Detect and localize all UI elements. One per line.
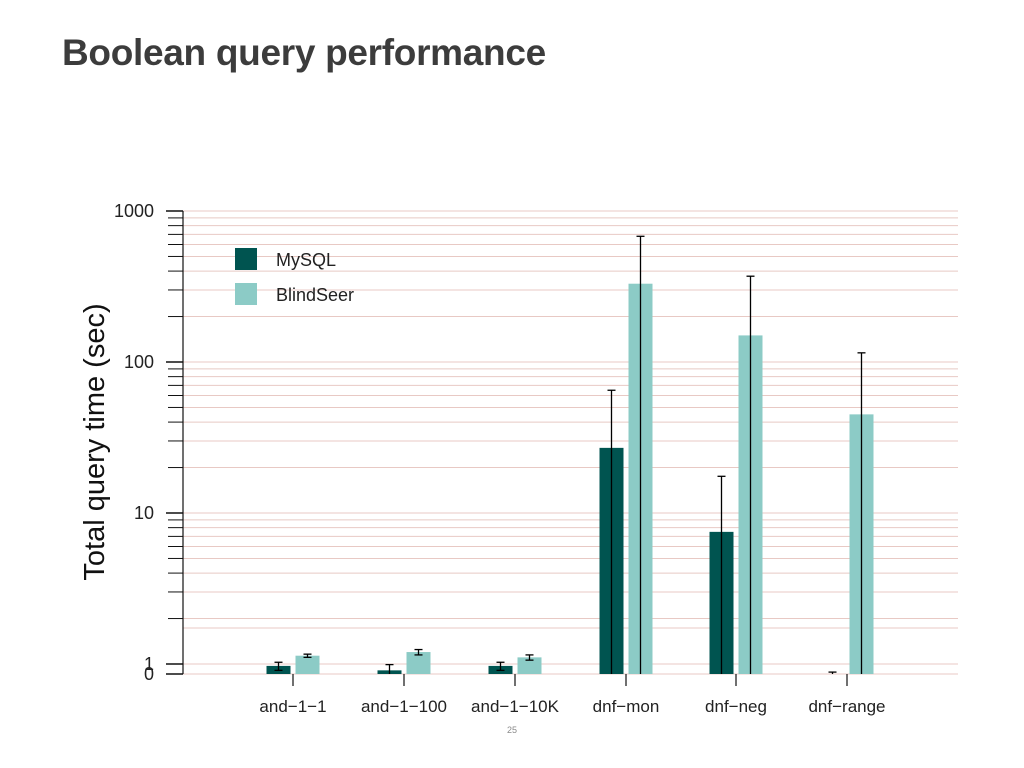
legend-swatch-mysql bbox=[235, 248, 257, 270]
y-axis: 01 10 100 1000 bbox=[114, 201, 184, 684]
y-tick-label: 10 bbox=[134, 503, 154, 523]
grid-lines bbox=[183, 210, 958, 675]
x-axis: and−1−1 and−1−100 and−1−10K dnf−mon dnf−neg d… bbox=[259, 674, 886, 716]
legend: MySQL BlindSeer bbox=[235, 248, 354, 305]
page-number: 25 bbox=[506, 725, 517, 735]
legend-swatch-blindseer bbox=[235, 283, 257, 305]
y-tick-label: 1000 bbox=[114, 201, 154, 221]
legend-label-blindseer: BlindSeer bbox=[276, 285, 354, 305]
y-tick-label: 100 bbox=[124, 352, 154, 372]
bar-blindseer bbox=[517, 657, 542, 674]
bar-blindseer bbox=[406, 652, 431, 674]
x-tick-label: dnf−range bbox=[808, 697, 885, 716]
x-tick-label: dnf−neg bbox=[705, 697, 767, 716]
bar-blindseer bbox=[295, 655, 320, 674]
y-tick-label: 0 bbox=[144, 664, 154, 684]
y-axis-label: Total query time (sec) bbox=[79, 303, 111, 580]
x-tick-label: and−1−100 bbox=[361, 697, 447, 716]
bars bbox=[266, 235, 874, 674]
slide-title: Boolean query performance bbox=[62, 32, 546, 73]
x-tick-label: and−1−10K bbox=[471, 697, 560, 716]
x-tick-label: and−1−1 bbox=[259, 697, 326, 716]
x-tick-label: dnf−mon bbox=[593, 697, 660, 716]
y-tick-label: 1 bbox=[144, 654, 154, 674]
legend-label-mysql: MySQL bbox=[276, 250, 336, 270]
